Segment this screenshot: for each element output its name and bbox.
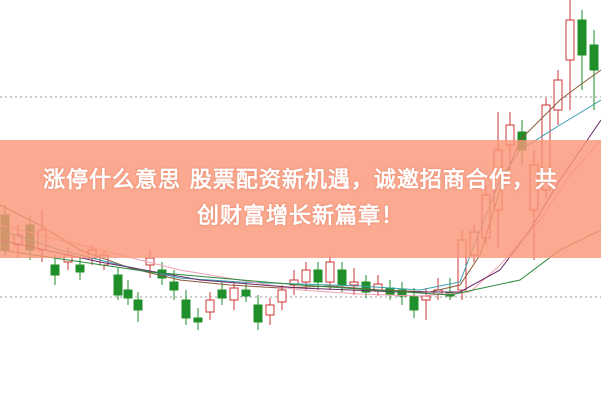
candle-down xyxy=(133,299,143,311)
candle-down xyxy=(217,289,227,299)
candle-up xyxy=(205,299,215,313)
candle-up xyxy=(325,261,335,283)
candle-down xyxy=(113,274,123,296)
candle-down xyxy=(253,304,263,323)
candle-up xyxy=(565,19,575,61)
candle-up xyxy=(553,79,563,111)
candle-down xyxy=(169,281,179,291)
candle-down xyxy=(181,299,191,319)
candle-up xyxy=(265,304,275,316)
candle-down xyxy=(241,289,251,297)
candle-down xyxy=(397,289,407,297)
candle-up xyxy=(421,295,431,301)
candle-down xyxy=(193,317,203,323)
headline-line-1: 涨停什么意思 股票配资新机遇，诚邀招商合作，共 xyxy=(43,168,558,193)
candle-up xyxy=(277,289,287,303)
candle-up xyxy=(289,279,299,286)
candle-down xyxy=(313,269,323,283)
candle-down xyxy=(75,264,85,273)
candle-down xyxy=(50,264,60,276)
candle-down xyxy=(577,19,587,56)
candle-up xyxy=(301,269,311,283)
candle-down xyxy=(409,295,419,311)
candle-down xyxy=(337,269,347,286)
candle-up xyxy=(229,287,239,301)
candle-up xyxy=(349,281,359,286)
candle-down xyxy=(589,44,599,71)
headline-line-2: 创财富增长新篇章！ xyxy=(196,204,404,229)
headline-banner: 涨停什么意思 股票配资新机遇，诚邀招商合作，共 创财富增长新篇章！ xyxy=(0,140,601,258)
candle-down xyxy=(123,289,133,299)
